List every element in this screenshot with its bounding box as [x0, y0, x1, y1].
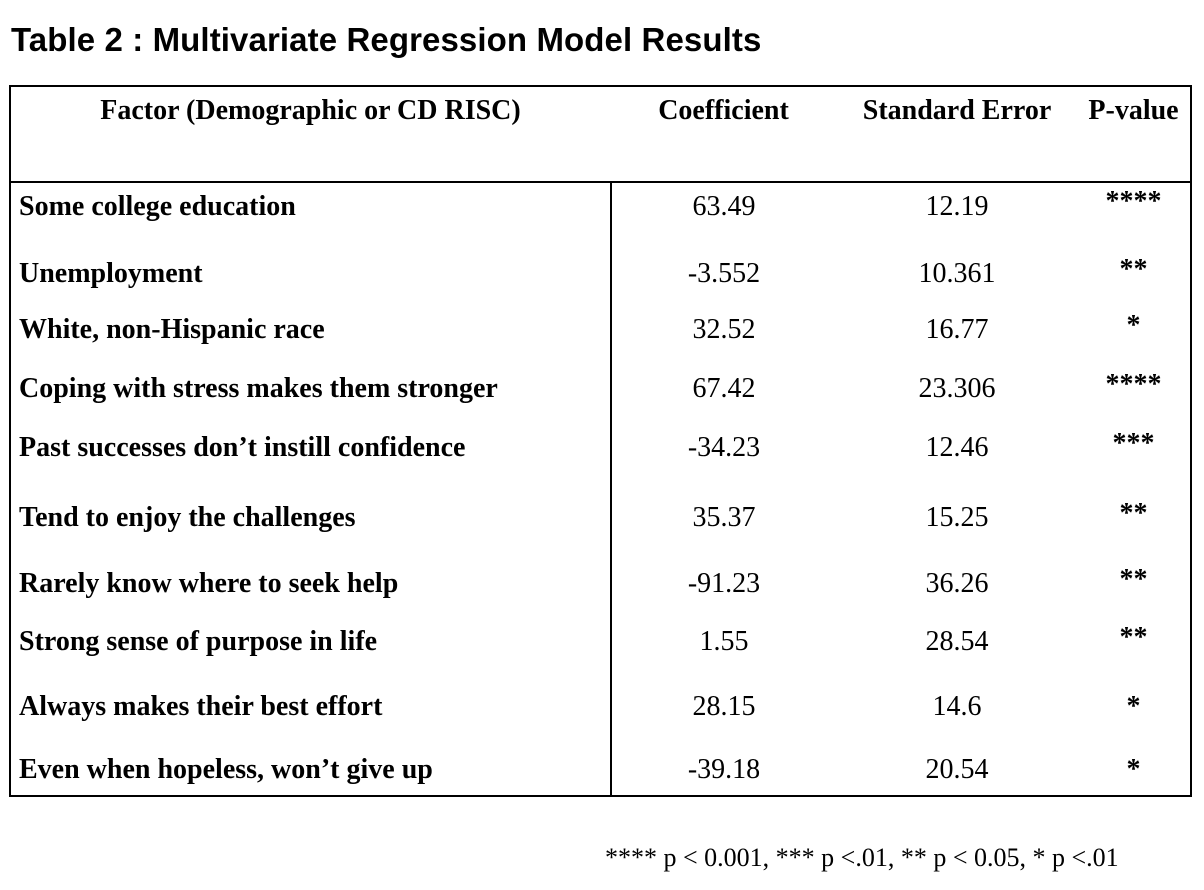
row-p-value: *	[1126, 691, 1141, 722]
row-coefficient: -34.23	[687, 432, 761, 463]
row-coefficient: -3.552	[687, 258, 761, 289]
row-factor: Even when hopeless, won’t give up	[19, 754, 433, 785]
row-factor: Coping with stress makes them stronger	[19, 373, 498, 404]
row-factor: Tend to enjoy the challenges	[19, 502, 356, 533]
row-p-value: *	[1126, 754, 1141, 785]
row-coefficient: -39.18	[687, 754, 761, 785]
row-coefficient: 28.15	[692, 691, 756, 722]
row-coefficient: 32.52	[692, 314, 756, 345]
row-p-value: ****	[1105, 369, 1162, 400]
table-title: Table 2 : Multivariate Regression Model …	[11, 21, 762, 58]
row-coefficient: 63.49	[692, 191, 756, 222]
row-factor: Strong sense of purpose in life	[19, 626, 378, 657]
header-coefficient: Coefficient	[658, 95, 789, 126]
regression-table: Factor (Demographic or CD RISC) Coeffici…	[9, 85, 1192, 797]
row-standard-error: 36.26	[925, 568, 989, 599]
row-factor: Some college education	[19, 191, 296, 222]
header-divider	[11, 181, 1190, 183]
row-coefficient: 1.55	[699, 626, 749, 657]
row-standard-error: 16.77	[925, 314, 989, 345]
row-standard-error: 12.46	[925, 432, 989, 463]
row-p-value: **	[1119, 622, 1148, 653]
row-factor: White, non-Hispanic race	[19, 314, 325, 345]
header-factor: Factor (Demographic or CD RISC)	[100, 95, 521, 126]
row-coefficient: 35.37	[692, 502, 756, 533]
row-p-value: ***	[1112, 428, 1155, 459]
row-p-value: *	[1126, 310, 1141, 341]
row-p-value: **	[1119, 564, 1148, 595]
row-factor: Rarely know where to seek help	[19, 568, 399, 599]
row-factor: Unemployment	[19, 258, 203, 289]
row-standard-error: 23.306	[918, 373, 996, 404]
row-factor: Always makes their best effort	[19, 691, 383, 722]
row-p-value: **	[1119, 254, 1148, 285]
row-standard-error: 15.25	[925, 502, 989, 533]
column-divider	[610, 183, 612, 795]
significance-footnote: **** p < 0.001, *** p <.01, ** p < 0.05,…	[605, 843, 1119, 872]
row-standard-error: 10.361	[918, 258, 996, 289]
row-standard-error: 20.54	[925, 754, 989, 785]
row-standard-error: 28.54	[925, 626, 989, 657]
row-p-value: **	[1119, 498, 1148, 529]
header-standard-error: Standard Error	[862, 95, 1052, 126]
row-standard-error: 12.19	[925, 191, 989, 222]
row-coefficient: -91.23	[687, 568, 761, 599]
row-standard-error: 14.6	[932, 691, 982, 722]
row-coefficient: 67.42	[692, 373, 756, 404]
row-p-value: ****	[1105, 186, 1162, 217]
row-factor: Past successes don’t instill confidence	[19, 432, 466, 463]
header-p-value: P-value	[1088, 95, 1179, 126]
